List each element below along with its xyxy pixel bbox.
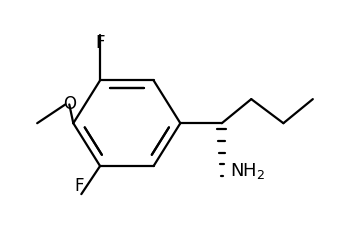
- Text: NH$_2$: NH$_2$: [230, 161, 265, 181]
- Text: F: F: [74, 178, 83, 196]
- Text: O: O: [63, 95, 76, 113]
- Text: F: F: [95, 34, 105, 52]
